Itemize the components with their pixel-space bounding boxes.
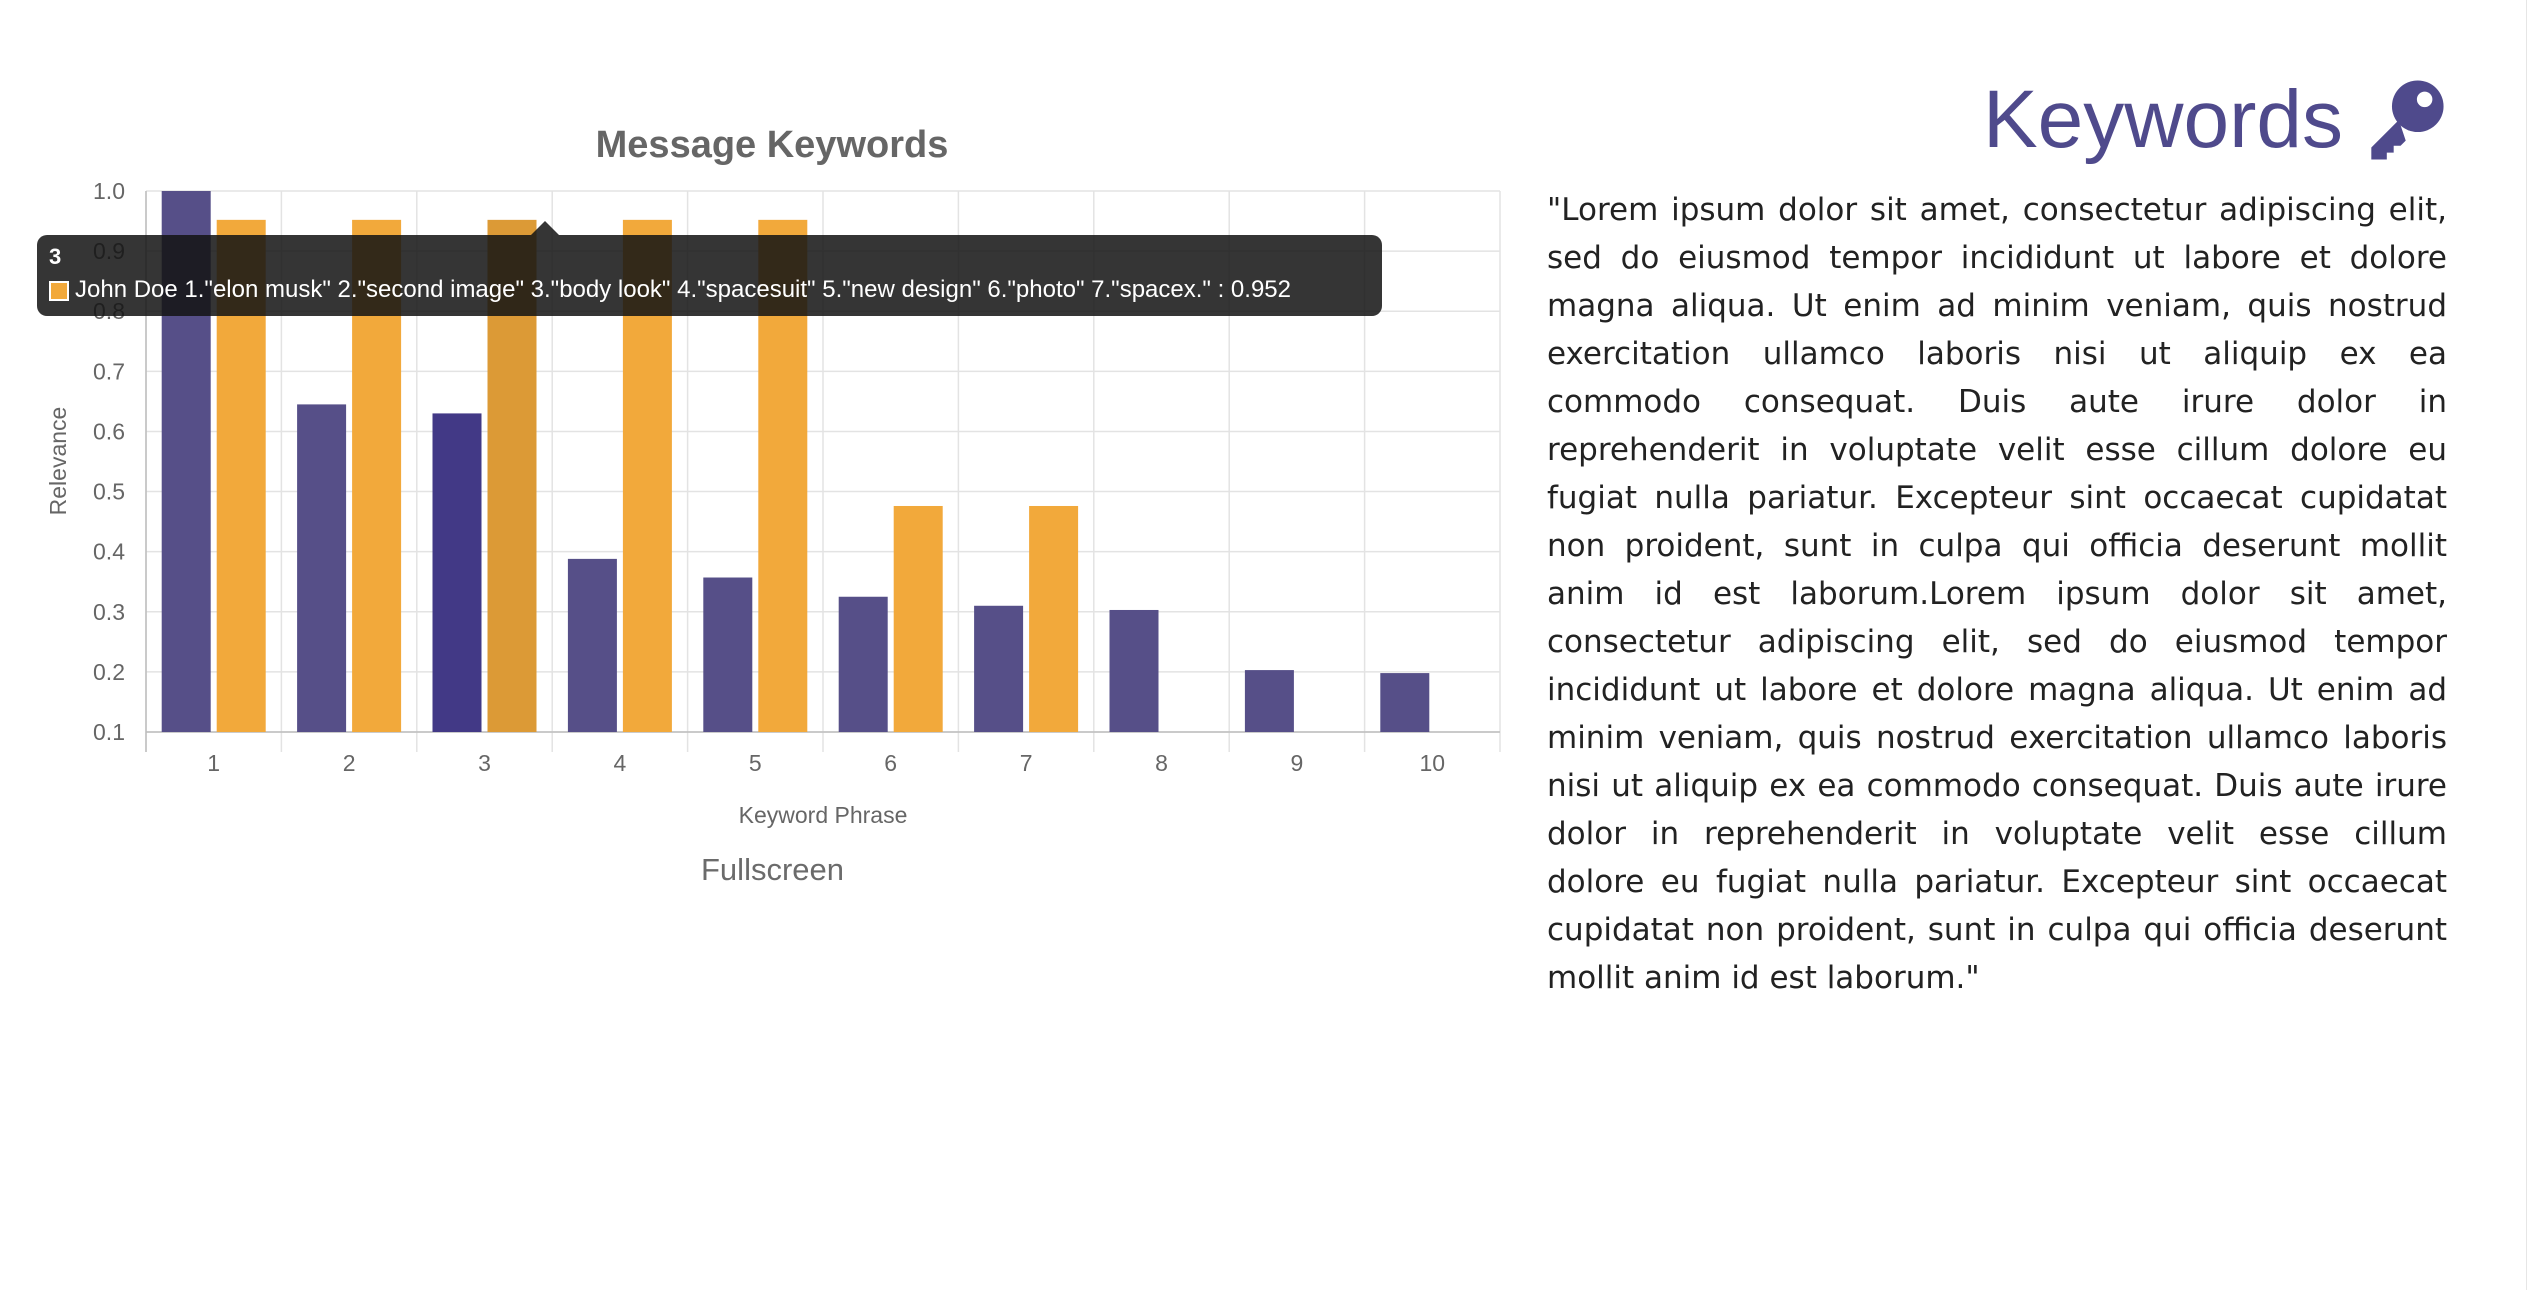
keywords-panel: Keywords "Lorem ipsum dolor sit amet, co… xyxy=(1547,70,2447,1033)
x-tick-label: 4 xyxy=(614,750,627,776)
x-axis-title: Keyword Phrase xyxy=(739,802,908,828)
tooltip-arrow xyxy=(531,221,559,235)
keyword-chart-area: 0.10.20.30.40.50.60.70.80.91.01234567891… xyxy=(0,0,1520,900)
bar-series-1 xyxy=(703,577,753,732)
bar-series-1 xyxy=(1109,609,1159,732)
bar-series-1 xyxy=(974,605,1024,732)
y-tick-label: 0.1 xyxy=(93,719,125,745)
page-title: Keywords xyxy=(1547,70,2447,170)
y-tick-label: 0.6 xyxy=(93,418,125,444)
y-tick-label: 1.0 xyxy=(93,178,125,204)
bar-series-1 xyxy=(838,596,888,732)
x-tick-label: 2 xyxy=(343,750,356,776)
bar-series-1 xyxy=(567,558,617,732)
y-tick-label: 0.3 xyxy=(93,599,125,625)
key-icon xyxy=(2371,80,2444,160)
bar-series-1 xyxy=(1380,673,1430,732)
x-tick-label: 6 xyxy=(884,750,897,776)
bar-series-1 xyxy=(432,413,482,732)
y-tick-label: 0.5 xyxy=(93,479,125,505)
bar-series-2 xyxy=(1029,505,1079,732)
scrollbar-edge xyxy=(2526,0,2527,1290)
x-tick-label: 9 xyxy=(1291,750,1304,776)
keywords-body-text: "Lorem ipsum dolor sit amet, consectetur… xyxy=(1547,192,2447,996)
bar-series-1 xyxy=(297,404,347,732)
x-tick-label: 5 xyxy=(749,750,762,776)
chart-title: Message Keywords xyxy=(596,124,949,166)
y-tick-label: 0.7 xyxy=(93,358,125,384)
x-tick-label: 1 xyxy=(207,750,220,776)
x-tick-label: 3 xyxy=(478,750,491,776)
x-tick-label: 7 xyxy=(1020,750,1033,776)
bar-series-2 xyxy=(893,505,943,732)
x-tick-label: 8 xyxy=(1155,750,1168,776)
chart-tooltip: 3 John Doe 1."elon musk" 2."second image… xyxy=(37,221,1382,316)
tooltip-title: 3 xyxy=(49,244,62,269)
bar-chart: 0.10.20.30.40.50.60.70.80.91.01234567891… xyxy=(45,124,1501,828)
fullscreen-button[interactable]: Fullscreen xyxy=(701,852,844,887)
x-tick-label: 10 xyxy=(1420,750,1446,776)
page-title-text: Keywords xyxy=(1982,74,2343,165)
y-axis-title: Relevance xyxy=(45,407,71,516)
tooltip-color-swatch xyxy=(49,281,69,301)
tooltip-body: John Doe 1."elon musk" 2."second image" … xyxy=(75,276,1291,303)
y-tick-label: 0.4 xyxy=(93,539,125,565)
y-tick-label: 0.2 xyxy=(93,659,125,685)
bar-series-1 xyxy=(1244,670,1294,732)
